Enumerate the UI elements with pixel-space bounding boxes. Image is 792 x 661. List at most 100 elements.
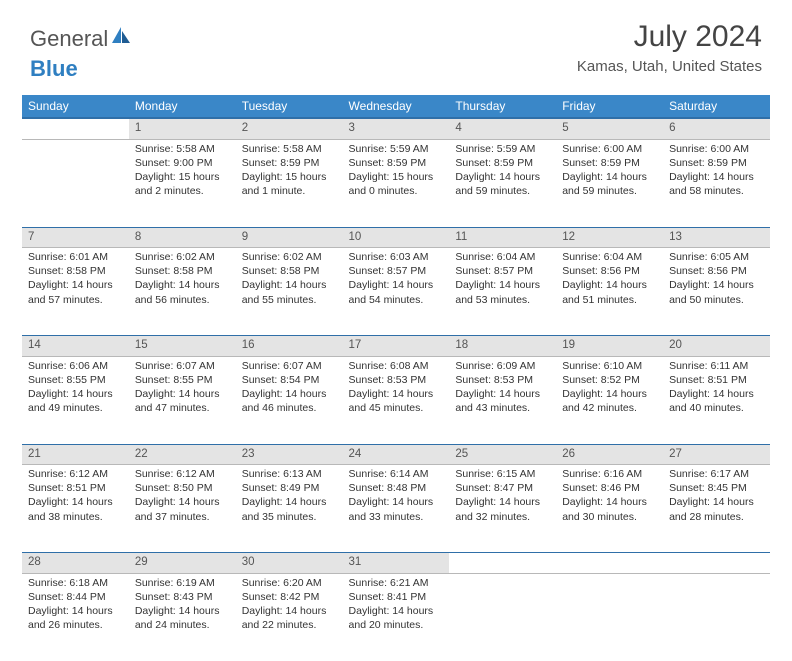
- day-number-cell: 2: [236, 118, 343, 139]
- sunset-text: Sunset: 8:50 PM: [135, 481, 230, 495]
- sunset-text: Sunset: 8:59 PM: [349, 156, 444, 170]
- weekday-header: Thursday: [449, 95, 556, 118]
- sunset-text: Sunset: 8:58 PM: [135, 264, 230, 278]
- weekday-header-row: SundayMondayTuesdayWednesdayThursdayFrid…: [22, 95, 770, 118]
- day-number: 11: [449, 228, 556, 248]
- weekday-header: Friday: [556, 95, 663, 118]
- sunset-text: Sunset: 8:45 PM: [669, 481, 764, 495]
- logo-sail-icon: [111, 24, 131, 50]
- day-number-cell: 1: [129, 118, 236, 139]
- day-cell: Sunrise: 6:19 AMSunset: 8:43 PMDaylight:…: [129, 573, 236, 661]
- day-number-cell: 18: [449, 336, 556, 357]
- day-number: 10: [343, 228, 450, 248]
- day-content-row: Sunrise: 6:18 AMSunset: 8:44 PMDaylight:…: [22, 573, 770, 661]
- day-number-cell: 3: [343, 118, 450, 139]
- sunrise-text: Sunrise: 6:12 AM: [135, 467, 230, 481]
- sunrise-text: Sunrise: 6:04 AM: [455, 250, 550, 264]
- daylight-text: Daylight: 14 hours and 42 minutes.: [562, 387, 657, 415]
- day-number-cell: 21: [22, 444, 129, 465]
- day-number-row: 28293031...: [22, 553, 770, 574]
- sunrise-text: Sunrise: 6:09 AM: [455, 359, 550, 373]
- daylight-text: Daylight: 14 hours and 45 minutes.: [349, 387, 444, 415]
- day-cell: [449, 573, 556, 661]
- month-title: July 2024: [577, 20, 762, 54]
- daylight-text: Daylight: 14 hours and 32 minutes.: [455, 495, 550, 523]
- daylight-text: Daylight: 15 hours and 0 minutes.: [349, 170, 444, 198]
- sunrise-text: Sunrise: 6:00 AM: [669, 142, 764, 156]
- day-cell: Sunrise: 6:01 AMSunset: 8:58 PMDaylight:…: [22, 248, 129, 336]
- daylight-text: Daylight: 14 hours and 37 minutes.: [135, 495, 230, 523]
- day-number-cell: 26: [556, 444, 663, 465]
- daylight-text: Daylight: 14 hours and 59 minutes.: [562, 170, 657, 198]
- daylight-text: Daylight: 14 hours and 22 minutes.: [242, 604, 337, 632]
- sunset-text: Sunset: 8:44 PM: [28, 590, 123, 604]
- day-number-cell: 28: [22, 553, 129, 574]
- brand-part2: Blue: [30, 56, 78, 81]
- sunrise-text: Sunrise: 5:59 AM: [455, 142, 550, 156]
- day-number: 16: [236, 336, 343, 356]
- day-cell: Sunrise: 6:12 AMSunset: 8:50 PMDaylight:…: [129, 465, 236, 553]
- day-number: 23: [236, 445, 343, 465]
- day-cell: Sunrise: 6:17 AMSunset: 8:45 PMDaylight:…: [663, 465, 770, 553]
- daylight-text: Daylight: 14 hours and 49 minutes.: [28, 387, 123, 415]
- daylight-text: Daylight: 14 hours and 46 minutes.: [242, 387, 337, 415]
- day-number: 20: [663, 336, 770, 356]
- sunset-text: Sunset: 8:53 PM: [455, 373, 550, 387]
- day-number-cell: .: [556, 553, 663, 574]
- day-cell: Sunrise: 6:02 AMSunset: 8:58 PMDaylight:…: [129, 248, 236, 336]
- day-number-cell: 12: [556, 227, 663, 248]
- sunset-text: Sunset: 8:53 PM: [349, 373, 444, 387]
- daylight-text: Daylight: 14 hours and 28 minutes.: [669, 495, 764, 523]
- sunrise-text: Sunrise: 6:18 AM: [28, 576, 123, 590]
- daylight-text: Daylight: 14 hours and 20 minutes.: [349, 604, 444, 632]
- sunrise-text: Sunrise: 6:04 AM: [562, 250, 657, 264]
- sunset-text: Sunset: 8:55 PM: [135, 373, 230, 387]
- day-cell: Sunrise: 6:16 AMSunset: 8:46 PMDaylight:…: [556, 465, 663, 553]
- day-number-cell: 29: [129, 553, 236, 574]
- day-number-row: 14151617181920: [22, 336, 770, 357]
- day-content-row: Sunrise: 6:06 AM Sunset: 8:55 PM Daylight:…: [22, 356, 770, 444]
- weekday-header: Tuesday: [236, 95, 343, 118]
- weekday-header: Wednesday: [343, 95, 450, 118]
- day-number: 3: [343, 119, 450, 139]
- day-number: 7: [22, 228, 129, 248]
- daylight-text: Daylight: 14 hours and 26 minutes.: [28, 604, 123, 632]
- sunset-text: Sunset: 8:42 PM: [242, 590, 337, 604]
- day-number: 29: [129, 553, 236, 573]
- sunset-text: Sunset: 8:56 PM: [669, 264, 764, 278]
- day-number: 24: [343, 445, 450, 465]
- weekday-header: Sunday: [22, 95, 129, 118]
- day-number: 28: [22, 553, 129, 573]
- daylight-text: Daylight: 14 hours and 40 minutes.: [669, 387, 764, 415]
- location-subtitle: Kamas, Utah, United States: [577, 58, 762, 75]
- day-number-cell: 16: [236, 336, 343, 357]
- sunset-text: Sunset: 8:58 PM: [28, 264, 123, 278]
- day-number-cell: 15: [129, 336, 236, 357]
- day-number: 30: [236, 553, 343, 573]
- day-number: 26: [556, 445, 663, 465]
- day-cell: Sunrise: 6:06 AMSunset: 8:55 PMDaylight:…: [22, 356, 129, 444]
- weekday-header: Saturday: [663, 95, 770, 118]
- daylight-text: Daylight: 14 hours and 59 minutes.: [455, 170, 550, 198]
- sunrise-text: Sunrise: 6:06 AM: [28, 359, 123, 373]
- sunrise-text: Sunrise: 6:20 AM: [242, 576, 337, 590]
- day-number: 17: [343, 336, 450, 356]
- day-number: 22: [129, 445, 236, 465]
- day-cell: [22, 139, 129, 227]
- sunrise-text: Sunrise: 5:58 AM: [242, 142, 337, 156]
- day-number-cell: 13: [663, 227, 770, 248]
- sunrise-text: Sunrise: 5:59 AM: [349, 142, 444, 156]
- sunset-text: Sunset: 8:58 PM: [242, 264, 337, 278]
- day-number: 12: [556, 228, 663, 248]
- day-number-cell: 14: [22, 336, 129, 357]
- calendar-table: SundayMondayTuesdayWednesdayThursdayFrid…: [22, 95, 770, 661]
- day-number-cell: 23: [236, 444, 343, 465]
- day-cell: Sunrise: 6:11 AMSunset: 8:51 PMDaylight:…: [663, 356, 770, 444]
- day-cell: Sunrise: 6:02 AMSunset: 8:58 PMDaylight:…: [236, 248, 343, 336]
- sunrise-text: Sunrise: 6:11 AM: [669, 359, 764, 373]
- day-cell: Sunrise: 6:09 AMSunset: 8:53 PMDaylight:…: [449, 356, 556, 444]
- day-number-cell: 4: [449, 118, 556, 139]
- day-cell: Sunrise: 6:00 AMSunset: 8:59 PMDaylight:…: [663, 139, 770, 227]
- sunset-text: Sunset: 8:41 PM: [349, 590, 444, 604]
- daylight-text: Daylight: 14 hours and 55 minutes.: [242, 278, 337, 306]
